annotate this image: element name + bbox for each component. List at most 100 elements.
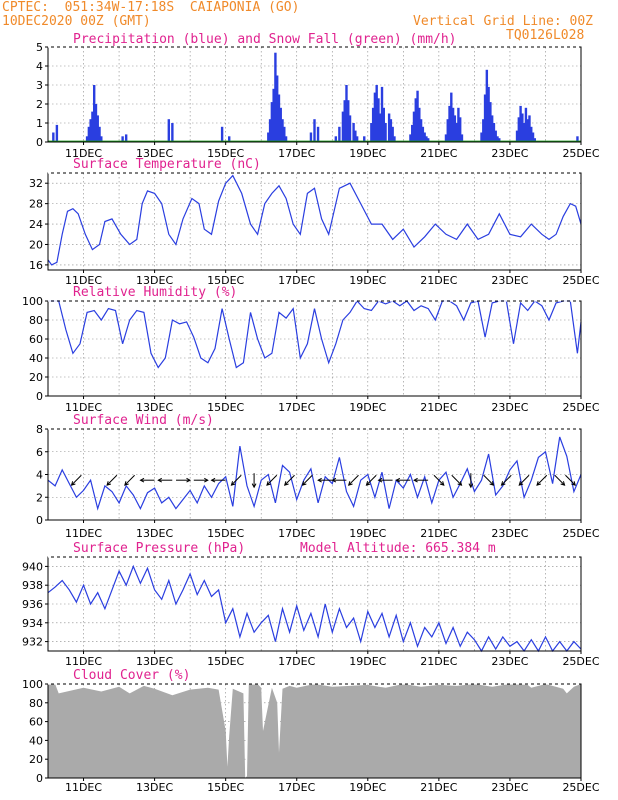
x-tick-label: 13DEC — [136, 527, 173, 540]
panel-frame — [47, 300, 582, 397]
precip-bar — [341, 111, 345, 142]
precip-bar — [416, 90, 419, 142]
precip-bar — [490, 115, 494, 142]
precip-bar — [382, 107, 385, 142]
precip-bar — [425, 136, 428, 142]
precip-bar — [409, 134, 412, 142]
wind-arrow — [266, 474, 278, 486]
x-tick-label: 17DEC — [278, 781, 315, 794]
x-tick-label: 13DEC — [136, 781, 173, 794]
wind-arrow — [413, 477, 429, 483]
y-tick-label: 0 — [36, 390, 43, 403]
precip-bar — [96, 115, 99, 142]
precip-bar — [371, 107, 375, 142]
precip-bar — [343, 100, 346, 142]
precip-bar — [363, 136, 366, 142]
precip-bar — [270, 102, 274, 142]
y-tick-label: 40 — [29, 352, 43, 365]
y-tick-label: 40 — [29, 734, 43, 747]
precip-bar — [450, 92, 453, 142]
wind-arrow — [365, 474, 377, 486]
y-tick-label: 80 — [29, 314, 43, 327]
header-date: 10DEC2020 00Z (GMT) — [2, 14, 151, 29]
precip-bar — [482, 119, 485, 142]
precip-bar — [389, 119, 393, 142]
x-tick-label: 17DEC — [278, 655, 315, 668]
y-tick-label: 1 — [36, 117, 43, 130]
precip-bar — [124, 134, 128, 142]
panel-3: 0 20 40 60 80 100 11DEC 13DEC 15DEC 17DEC 19DEC 21D… — [22, 285, 600, 414]
precip-bar — [483, 94, 487, 142]
x-tick-label: 15DEC — [207, 147, 244, 160]
y-tick-label: 0 — [36, 772, 43, 785]
precip-bar — [274, 52, 277, 143]
panel-1: 0 1 2 3 4 5 11DEC 13DEC 15DEC 17DEC 19DEC 21DEC 23DE… — [36, 32, 600, 160]
y-tick-label: 60 — [29, 333, 43, 346]
x-tick-label: 17DEC — [278, 274, 315, 287]
precip-bar — [347, 100, 350, 142]
precip-bar — [489, 102, 492, 142]
precip-bar — [121, 136, 124, 142]
x-tick-label: 11DEC — [65, 527, 102, 540]
y-tick-label: 5 — [36, 41, 43, 54]
precip-bar — [487, 86, 490, 142]
precip-bar — [91, 111, 94, 142]
y-tick-label: 0 — [36, 514, 43, 527]
y-tick-label: 2 — [36, 98, 43, 111]
wind-arrow — [301, 474, 313, 486]
precip-bar — [279, 107, 282, 142]
series-line — [48, 300, 582, 369]
x-tick-label: 21DEC — [420, 401, 457, 414]
y-tick-label: 100 — [22, 678, 43, 691]
precip-bar — [521, 113, 524, 142]
wind-arrow — [210, 477, 226, 483]
y-tick-label: 28 — [29, 198, 43, 211]
x-tick-label: 21DEC — [420, 147, 457, 160]
precip-bar — [524, 107, 528, 142]
x-tick-label: 25DEC — [562, 401, 599, 414]
panel-2: 16 20 24 28 32 11DEC 13DEC 15DEC 17DEC 19DEC 21DEC… — [29, 157, 600, 287]
panel-title: Cloud Cover (%) — [73, 668, 190, 683]
precip-bar — [387, 113, 391, 142]
x-tick-label: 21DEC — [420, 781, 457, 794]
precip-bar — [171, 123, 174, 142]
precip-bar — [492, 123, 496, 142]
wind-arrow — [536, 474, 548, 486]
x-tick-label: 13DEC — [136, 655, 173, 668]
wind-arrow — [251, 473, 257, 489]
x-tick-label: 15DEC — [207, 274, 244, 287]
precip-bar — [391, 126, 394, 142]
x-tick-label: 25DEC — [562, 147, 599, 160]
precip-bar — [419, 119, 423, 142]
x-tick-label: 11DEC — [65, 655, 102, 668]
x-tick-label: 23DEC — [491, 527, 528, 540]
precip-bar — [528, 115, 531, 142]
x-tick-label: 11DEC — [65, 781, 102, 794]
precip-bar — [485, 69, 489, 142]
panel-title: Surface Temperature (nC) — [73, 157, 261, 172]
precip-bar — [576, 136, 579, 142]
precip-bar — [427, 138, 430, 142]
x-tick-label: 23DEC — [491, 147, 528, 160]
x-tick-label: 17DEC — [278, 147, 315, 160]
wind-arrow — [433, 474, 445, 486]
precip-bar — [423, 132, 426, 142]
precip-bar — [89, 119, 92, 142]
x-tick-label: 19DEC — [349, 147, 386, 160]
x-tick-label: 11DEC — [65, 147, 102, 160]
panel-6: 0 20 40 60 80 100 11DEC 13DEC 15DEC 17DEC 19DEC 21D… — [22, 668, 600, 794]
precip-bar — [453, 115, 457, 142]
x-tick-label: 13DEC — [136, 147, 173, 160]
precip-bar — [94, 104, 98, 142]
panel-title: Precipitation (blue) and Snow Fall (gree… — [73, 32, 457, 47]
y-tick-label: 60 — [29, 716, 43, 729]
series-line — [47, 564, 582, 653]
precip-bar — [334, 136, 338, 142]
precip-bar — [455, 123, 458, 142]
panel-4: 0 2 4 6 8 11DEC 13DEC 15DEC 17DEC 19DEC 21DEC 23DEC… — [36, 413, 600, 540]
panel-title: Surface Wind (m/s) — [73, 413, 214, 428]
y-tick-label: 3 — [36, 79, 43, 92]
series-line — [47, 174, 582, 266]
wind-arrow — [377, 477, 393, 483]
precip-bar — [228, 136, 231, 142]
